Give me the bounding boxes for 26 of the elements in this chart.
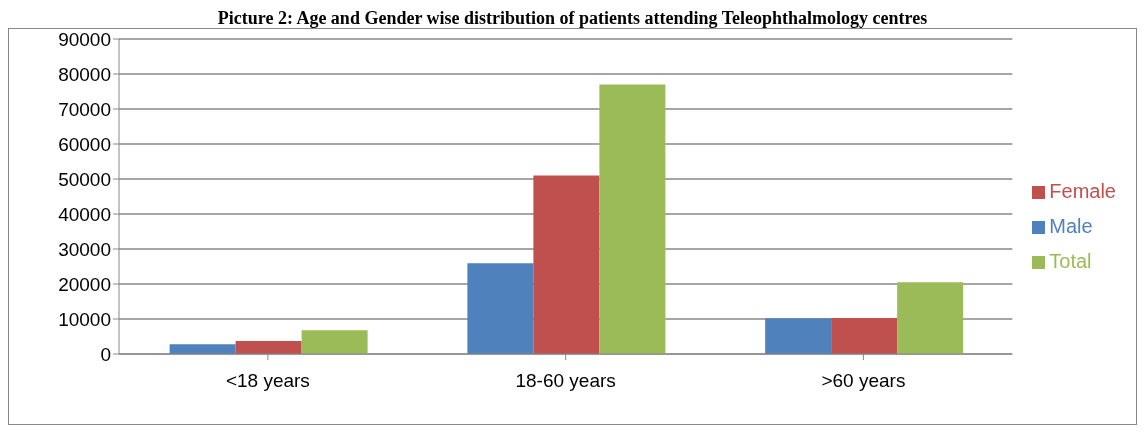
y-tick-label: 10000 — [58, 308, 111, 330]
y-tick-label: 90000 — [58, 28, 111, 50]
y-tick-label: 50000 — [58, 168, 111, 190]
y-tick-label: 40000 — [58, 203, 111, 225]
bar — [301, 330, 368, 354]
y-tick-label: 30000 — [58, 238, 111, 260]
legend-label: Total — [1049, 250, 1092, 272]
y-tick-label: 70000 — [58, 98, 111, 120]
bar — [467, 263, 534, 354]
x-tick-label: <18 years — [225, 370, 310, 392]
x-tick-label: >60 years — [821, 370, 906, 392]
y-tick-label: 80000 — [58, 63, 111, 85]
bar — [533, 175, 600, 354]
chart-title: Picture 2: Age and Gender wise distribution of patients attending Teleophthalmology centres — [216, 8, 929, 28]
y-tick-label: 0 — [100, 343, 111, 365]
bar — [831, 317, 898, 354]
bar — [169, 344, 236, 354]
bar — [897, 282, 964, 354]
bar — [765, 318, 832, 354]
y-tick-label: 20000 — [58, 273, 111, 295]
legend-label: Female — [1049, 180, 1116, 202]
x-tick-label: 18-60 years — [515, 370, 616, 392]
legend-label: Male — [1049, 215, 1093, 237]
y-tick-label: 60000 — [58, 133, 111, 155]
bar — [599, 84, 666, 354]
bar — [235, 341, 302, 354]
